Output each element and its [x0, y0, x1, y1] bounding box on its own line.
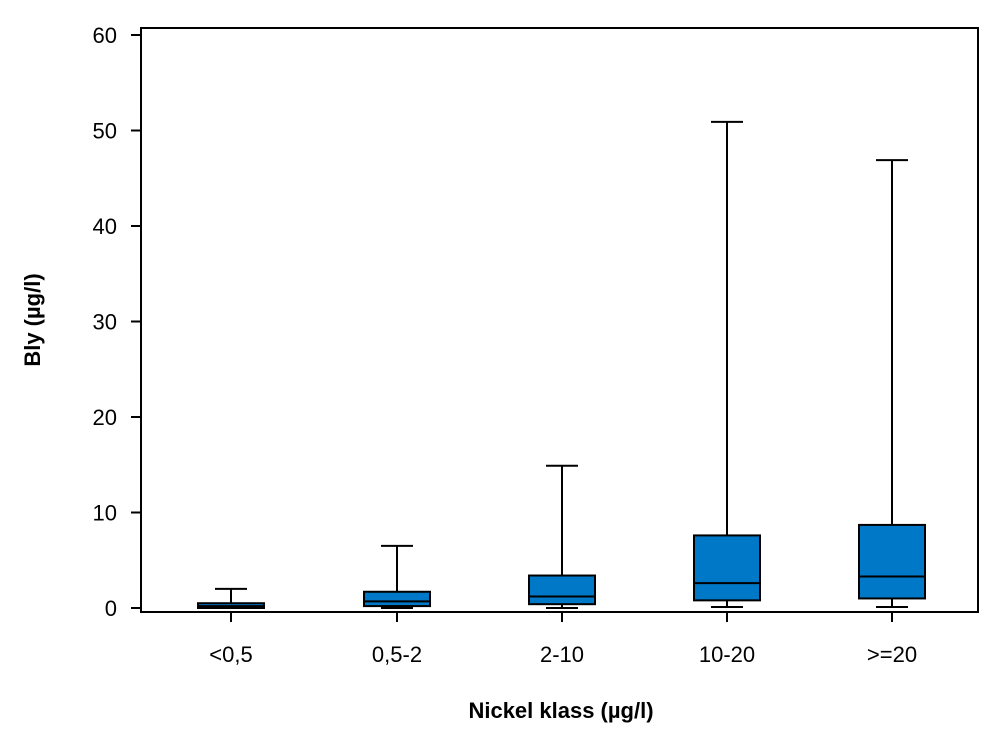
box-group — [363, 544, 431, 609]
box-group — [197, 587, 265, 609]
x-axis: <0,5 0,5-2 2-10 10-20 >=20 — [209, 612, 917, 667]
x-axis-title: Nickel klass (µg/l) — [468, 698, 653, 723]
y-axis-title: Bly (µg/l) — [20, 273, 45, 366]
plot-frame — [140, 27, 979, 613]
x-tick-label: 2-10 — [540, 642, 584, 667]
y-tick-label: 40 — [93, 214, 117, 239]
y-tick-label: 0 — [105, 596, 117, 621]
y-tick-label: 20 — [93, 405, 117, 430]
box-group — [693, 120, 761, 609]
x-tick-label: <0,5 — [209, 642, 252, 667]
box — [363, 590, 431, 608]
box-group — [858, 159, 926, 609]
boxes — [197, 120, 926, 609]
x-tick-label: >=20 — [867, 642, 917, 667]
y-axis: 0 10 20 30 40 50 60 — [93, 23, 141, 621]
y-tick-label: 60 — [93, 23, 117, 48]
box — [693, 534, 761, 602]
y-tick-label: 10 — [93, 501, 117, 526]
box — [528, 574, 596, 606]
y-tick-label: 30 — [93, 310, 117, 335]
box-group — [528, 464, 596, 609]
x-tick-label: 10-20 — [699, 642, 755, 667]
box — [858, 523, 926, 600]
x-tick-label: 0,5-2 — [372, 642, 422, 667]
y-tick-label: 50 — [93, 119, 117, 144]
